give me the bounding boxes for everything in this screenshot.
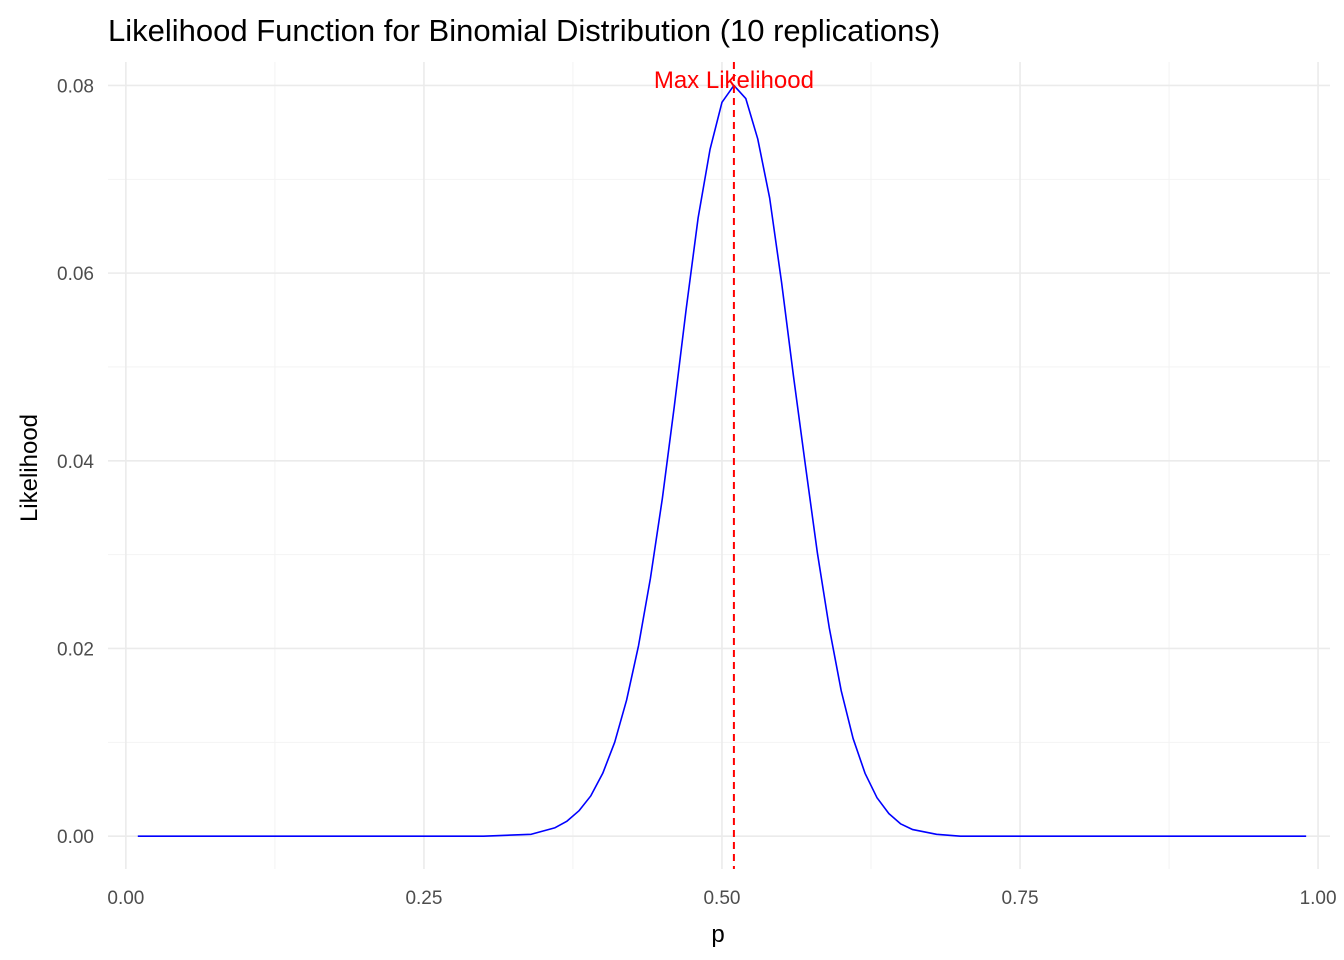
y-tick-label: 0.02 — [57, 639, 94, 660]
y-axis-title: Likelihood — [16, 414, 43, 522]
x-tick-label: 0.50 — [703, 888, 740, 909]
chart-title: Likelihood Function for Binomial Distrib… — [108, 13, 940, 48]
x-tick-label: 1.00 — [1300, 888, 1337, 909]
annotation-layer: Max Likelihood — [654, 62, 814, 869]
y-tick-label: 0.08 — [57, 76, 94, 97]
max-likelihood-label: Max Likelihood — [654, 67, 814, 94]
x-tick-label: 0.25 — [405, 888, 442, 909]
x-axis-ticks: 0.00 0.25 0.50 0.75 1.00 — [107, 888, 1336, 909]
x-axis-title: p — [711, 921, 724, 948]
x-tick-label: 0.00 — [107, 888, 144, 909]
series-layer — [137, 84, 1307, 837]
y-tick-label: 0.00 — [57, 827, 94, 848]
y-tick-label: 0.04 — [57, 452, 94, 473]
y-axis-ticks: 0.00 0.02 0.04 0.06 0.08 — [57, 76, 94, 848]
x-tick-label: 0.75 — [1002, 888, 1039, 909]
y-tick-label: 0.06 — [57, 264, 94, 285]
likelihood-curve — [137, 84, 1307, 837]
